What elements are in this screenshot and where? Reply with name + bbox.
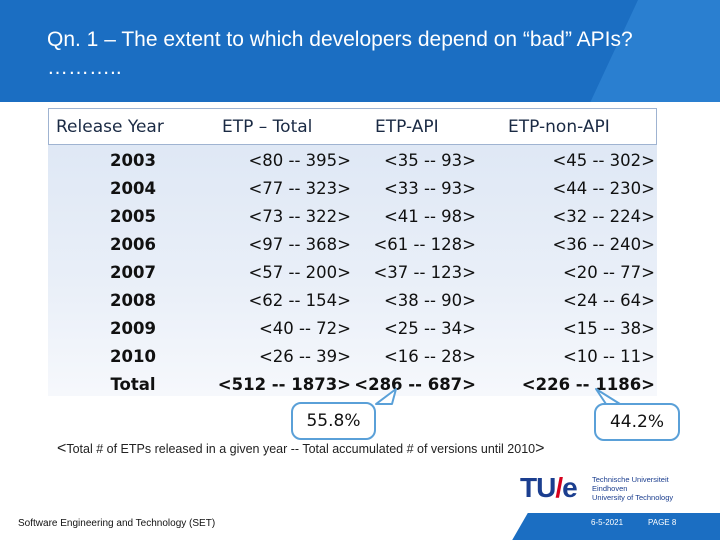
cell-etp-api: <286 -- 687> (354, 375, 476, 394)
footnote-text: Total # of ETPs released in a given year… (66, 442, 536, 456)
footnote: <Total # of ETPs released in a given yea… (57, 440, 544, 458)
footer-bar (0, 503, 720, 540)
cell-etp-non-api: <44 -- 230> (552, 179, 655, 198)
cell-year: 2005 (110, 207, 156, 226)
cell-etp-non-api: <20 -- 77> (562, 263, 655, 282)
cell-year: 2010 (110, 347, 156, 366)
slide-title: Qn. 1 – The extent to which developers d… (47, 28, 633, 79)
tue-logo: TU/e Technische Universiteit Eindhoven U… (520, 472, 690, 504)
header-etp-non-api: ETP-non-API (508, 117, 610, 137)
cell-etp-api: <35 -- 93> (383, 151, 476, 170)
table-row: 2004 <77 -- 323> <33 -- 93> <44 -- 230> (48, 175, 657, 203)
footnote-close-bracket: > (535, 440, 545, 457)
cell-etp-total: <77 -- 323> (248, 179, 351, 198)
cell-etp-total: <80 -- 395> (248, 151, 351, 170)
cell-etp-non-api: <45 -- 302> (552, 151, 655, 170)
logo-mark-e: e (562, 472, 578, 503)
footer-accent-band (548, 513, 720, 540)
cell-year: 2003 (110, 151, 156, 170)
cell-etp-total: <73 -- 322> (248, 207, 351, 226)
cell-etp-non-api: <32 -- 224> (552, 207, 655, 226)
table-row: 2006 <97 -- 368> <61 -- 128> <36 -- 240> (48, 231, 657, 259)
cell-etp-non-api: <226 -- 1186> (521, 375, 655, 394)
footer-date: 6-5-2021 (591, 518, 624, 527)
cell-etp-api: <16 -- 28> (383, 347, 476, 366)
table-row-total: Total <512 -- 1873> <286 -- 687> <226 --… (48, 371, 657, 399)
cell-etp-api: <38 -- 90> (383, 291, 476, 310)
cell-year: 2009 (110, 319, 156, 338)
table-row: 2009 <40 -- 72> <25 -- 34> <15 -- 38> (48, 315, 657, 343)
table-row: 2007 <57 -- 200> <37 -- 123> <20 -- 77> (48, 259, 657, 287)
cell-year: Total (110, 375, 156, 394)
cell-etp-non-api: <15 -- 38> (562, 319, 655, 338)
table-row: 2003 <80 -- 395> <35 -- 93> <45 -- 302> (48, 147, 657, 175)
cell-etp-api: <61 -- 128> (373, 235, 476, 254)
cell-etp-total: <26 -- 39> (258, 347, 351, 366)
cell-etp-non-api: <24 -- 64> (562, 291, 655, 310)
api-share-callout: 55.8% (291, 402, 376, 440)
table-body: 2003 <80 -- 395> <35 -- 93> <45 -- 302> … (48, 145, 657, 396)
table-header: Release Year ETP – Total ETP-API ETP-non… (48, 108, 657, 145)
cell-year: 2004 (110, 179, 156, 198)
etp-table: Release Year ETP – Total ETP-API ETP-non… (48, 108, 657, 396)
cell-etp-total: <57 -- 200> (248, 263, 351, 282)
logo-line-3: University of Technology (592, 493, 674, 502)
cell-etp-total: <97 -- 368> (248, 235, 351, 254)
cell-year: 2008 (110, 291, 156, 310)
logo-mark-tu: TU (520, 472, 556, 503)
cell-etp-non-api: <10 -- 11> (562, 347, 655, 366)
cell-etp-api: <33 -- 93> (383, 179, 476, 198)
header-release-year: Release Year (56, 117, 164, 137)
tue-logo-text: Technische Universiteit Eindhoven Univer… (592, 475, 673, 502)
cell-etp-total: <40 -- 72> (258, 319, 351, 338)
logo-line-1: Technische Universiteit (592, 475, 669, 484)
cell-etp-total: <62 -- 154> (248, 291, 351, 310)
table-row: 2008 <62 -- 154> <38 -- 90> <24 -- 64> (48, 287, 657, 315)
cell-etp-api: <41 -- 98> (383, 207, 476, 226)
title-banner (0, 0, 720, 102)
footer-page-number: PAGE 8 (648, 518, 677, 527)
cell-etp-non-api: <36 -- 240> (552, 235, 655, 254)
cell-year: 2006 (110, 235, 156, 254)
non-api-share-callout: 44.2% (594, 403, 680, 441)
cell-etp-total: <512 -- 1873> (217, 375, 351, 394)
footnote-open-bracket: < (57, 440, 67, 457)
tue-logo-mark: TU/e (520, 472, 578, 504)
header-etp-api: ETP-API (375, 117, 439, 137)
cell-year: 2007 (110, 263, 156, 282)
cell-etp-api: <25 -- 34> (383, 319, 476, 338)
table-row: 2005 <73 -- 322> <41 -- 98> <32 -- 224> (48, 203, 657, 231)
logo-line-2: Eindhoven (592, 484, 628, 493)
footer-department: Software Engineering and Technology (SET… (18, 518, 216, 529)
logo-mark-slash: / (555, 472, 563, 503)
cell-etp-api: <37 -- 123> (373, 263, 476, 282)
table-row: 2010 <26 -- 39> <16 -- 28> <10 -- 11> (48, 343, 657, 371)
header-etp-total: ETP – Total (222, 117, 313, 137)
